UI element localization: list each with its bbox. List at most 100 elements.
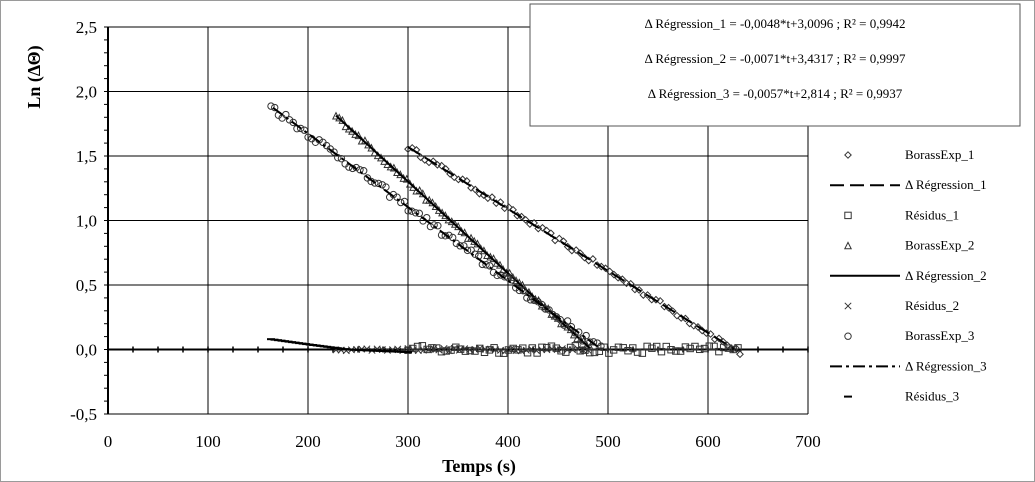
data-point	[404, 344, 412, 353]
x-marker-stroke	[579, 346, 587, 354]
legend-label: Δ Régression_1	[905, 177, 987, 192]
y-tick-label: 0,0	[76, 341, 97, 360]
data-point	[471, 185, 480, 194]
equation-2: Δ Régression_2 = -0,0071*t+3,4317 ; R² =…	[644, 51, 906, 66]
x-marker-stroke	[517, 347, 525, 355]
data-point	[300, 126, 309, 134]
legend-marker	[844, 302, 852, 310]
x-marker-stroke	[435, 346, 443, 354]
data-point	[538, 346, 546, 354]
data-point	[629, 344, 637, 352]
data-point	[595, 347, 604, 355]
legend-marker	[844, 211, 852, 220]
data-point	[482, 261, 490, 269]
x-tick-label: 200	[295, 432, 321, 451]
data-point	[397, 198, 405, 207]
x-axis-title: Temps (s)	[442, 456, 516, 477]
data-point	[271, 103, 279, 112]
data-point	[605, 267, 614, 276]
series-r-gression-3	[272, 107, 599, 348]
data-point	[681, 343, 690, 351]
data-point	[689, 321, 698, 330]
x-marker-stroke	[574, 345, 582, 353]
data-point	[521, 215, 530, 224]
x-marker-stroke	[481, 345, 489, 353]
x-tick-label: 0	[104, 432, 113, 451]
data-point	[700, 344, 709, 353]
data-point	[626, 279, 635, 288]
data-point	[430, 221, 438, 229]
data-point	[456, 242, 464, 250]
data-point	[330, 148, 338, 156]
y-tick-label: 2,5	[76, 18, 97, 37]
legend-entry: Δ Régression_3	[830, 358, 987, 373]
data-point	[652, 342, 661, 351]
x-marker-stroke	[538, 346, 546, 354]
data-point	[337, 154, 346, 163]
data-point	[538, 223, 547, 232]
data-point	[657, 347, 666, 356]
data-point	[488, 193, 496, 202]
data-point	[556, 315, 564, 324]
data-point	[452, 239, 461, 248]
series-r-gression-1	[407, 146, 739, 353]
equation-3: Δ Régression_3 = -0,0057*t+2,814 ; R² = …	[648, 86, 903, 101]
data-point	[497, 271, 505, 279]
x-tick-label: 700	[795, 432, 821, 451]
legend-entry: Δ Régression_2	[830, 268, 987, 283]
x-marker-stroke	[502, 347, 510, 355]
data-point	[566, 343, 575, 352]
legend-label: BorassExp_2	[905, 238, 974, 253]
data-point	[710, 342, 718, 351]
data-point	[296, 124, 305, 133]
y-tick-label: 1,5	[76, 147, 97, 166]
data-point	[694, 323, 702, 331]
equation-box: Δ Régression_1 = -0,0048*t+3,0096 ; R² =…	[529, 3, 1021, 127]
x-marker-stroke	[466, 346, 474, 354]
data-point	[545, 306, 553, 314]
regression-line	[272, 107, 599, 348]
x-marker-stroke	[569, 346, 577, 354]
data-point	[614, 343, 623, 351]
y-tick-label: 0,5	[76, 276, 97, 295]
data-point	[285, 116, 294, 124]
data-point	[676, 347, 685, 355]
data-point	[656, 296, 665, 305]
legend-entry: BorassExp_3	[844, 328, 974, 343]
data-point	[508, 276, 516, 284]
data-point	[507, 345, 515, 353]
legend-entry: BorassExp_1	[844, 147, 974, 162]
legend-label: Résidus_1	[905, 207, 959, 222]
data-point	[430, 345, 438, 353]
data-point	[502, 347, 510, 355]
data-point	[500, 204, 509, 213]
data-point	[686, 344, 694, 353]
equation-1: Δ Régression_1 = -0,0048*t+3,0096 ; R² =…	[644, 16, 905, 31]
data-point	[455, 346, 463, 354]
data-point	[696, 345, 704, 354]
data-point	[471, 347, 479, 355]
data-point	[571, 342, 580, 350]
data-point	[483, 194, 492, 203]
data-point	[667, 346, 675, 354]
data-point	[705, 342, 714, 350]
data-point	[579, 346, 587, 354]
data-point	[575, 328, 583, 336]
data-point	[724, 344, 733, 352]
data-point	[512, 347, 520, 355]
x-marker-stroke	[404, 344, 412, 353]
x-marker-stroke	[553, 346, 561, 354]
x-marker-stroke	[414, 346, 422, 355]
legend-marker	[844, 151, 852, 159]
data-point	[562, 348, 570, 356]
data-point	[437, 348, 446, 356]
x-marker-stroke	[512, 347, 520, 355]
data-point	[555, 234, 564, 243]
series-r-sidus-3	[267, 338, 412, 354]
plot-area	[267, 102, 744, 359]
data-point	[450, 173, 459, 182]
data-point	[648, 344, 656, 352]
x-marker-stroke	[584, 346, 592, 354]
legend-marker	[844, 332, 852, 340]
